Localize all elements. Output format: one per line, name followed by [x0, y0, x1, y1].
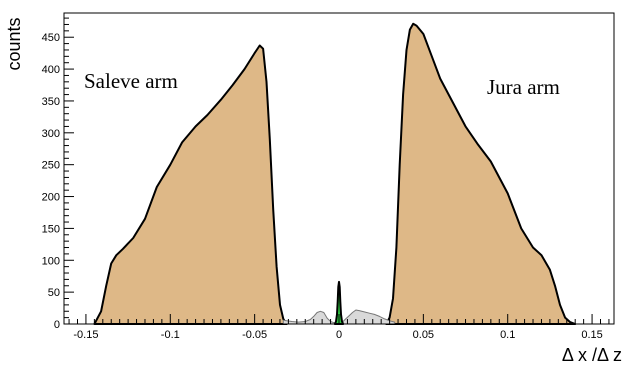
- x-tick-label: -0.05: [242, 329, 267, 341]
- y-tick-label: 400: [42, 64, 60, 76]
- x-tick-label: 0.1: [500, 329, 515, 341]
- y-axis-label: counts: [4, 17, 24, 70]
- saleve-arm-area: [93, 44, 288, 325]
- y-tick-label: 100: [42, 255, 60, 267]
- y-tick-label: 200: [42, 192, 60, 204]
- x-tick-label: -0.15: [73, 329, 98, 341]
- y-tick-label: 300: [42, 128, 60, 140]
- y-tick-label: 350: [42, 96, 60, 108]
- x-tick-label: -0.1: [161, 329, 180, 341]
- center-peak-area: [333, 280, 345, 325]
- x-axis-label: Δ x /Δ z: [562, 345, 622, 365]
- y-tick-label: 150: [42, 223, 60, 235]
- y-tick-label: 0: [54, 319, 60, 331]
- x-tick-label: 0.15: [581, 329, 602, 341]
- y-tick-label: 450: [42, 32, 60, 44]
- x-tick-label: 0: [336, 329, 342, 341]
- x-tick-label: 0.05: [413, 329, 434, 341]
- annotation-saleve-arm: Saleve arm: [84, 69, 178, 93]
- y-tick-label: 50: [48, 287, 60, 299]
- axes: 0 50 100 150 200 250 300 350 400 450 -0.15 -0.1 -0.0…: [42, 12, 615, 341]
- plot-area: [93, 22, 577, 325]
- jura-arm-area: [385, 22, 577, 325]
- annotation-jura-arm: Jura arm: [487, 75, 560, 99]
- y-tick-label: 250: [42, 160, 60, 172]
